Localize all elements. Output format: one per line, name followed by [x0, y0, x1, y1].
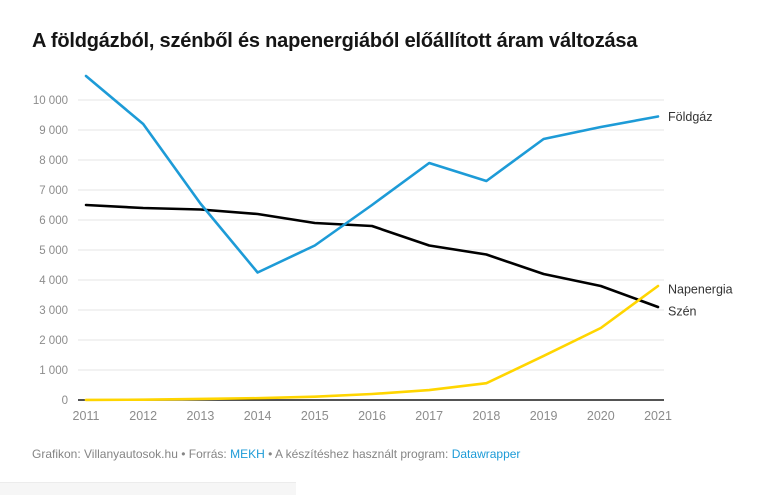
x-axis-tick-label: 2018 — [472, 409, 500, 423]
series-label-foldgaz: Földgáz — [668, 110, 712, 124]
x-axis-tick-label: 2020 — [587, 409, 615, 423]
footer-credit-text: Grafikon: Villanyautosok.hu • Forrás: — [32, 447, 231, 461]
y-axis-tick-label: 1 000 — [39, 365, 68, 377]
y-axis-tick-label: 9 000 — [39, 125, 68, 137]
attribution-footer: Grafikon: Villanyautosok.hu • Forrás: ME… — [32, 447, 756, 461]
tool-link[interactable]: Datawrapper — [451, 447, 521, 461]
y-axis-tick-label: 2 000 — [39, 335, 68, 347]
series-line-napenergia — [84, 284, 660, 402]
x-axis-tick-label: 2013 — [186, 409, 214, 423]
x-axis-tick-label: 2012 — [129, 409, 157, 423]
y-axis-tick-label: 5 000 — [39, 245, 68, 257]
x-axis-tick-label: 2017 — [415, 409, 443, 423]
y-axis-tick-label: 7 000 — [39, 185, 68, 197]
y-axis-tick-label: 3 000 — [39, 305, 68, 317]
y-axis-tick-label: 4 000 — [39, 275, 68, 287]
x-axis-tick-label: 2011 — [73, 409, 100, 423]
series-label-napenergia: Napenergia — [668, 282, 733, 296]
y-axis-tick-label: 8 000 — [39, 155, 68, 167]
series-line-szen — [84, 203, 660, 309]
x-axis-tick-label: 2015 — [301, 409, 329, 423]
y-axis-tick-label: 6 000 — [39, 215, 68, 227]
page-title: A földgázból, szénből és napenergiából e… — [32, 30, 638, 52]
scrollbar-artifact — [0, 482, 296, 495]
footer-middle-text: • A készítéshez használt program: — [264, 447, 452, 461]
x-axis-tick-label: 2016 — [358, 409, 386, 423]
series-line-foldgaz — [84, 74, 660, 274]
y-axis-tick-label: 0 — [62, 395, 68, 407]
source-link[interactable]: MEKH — [230, 447, 265, 461]
series-label-szen: Szén — [668, 304, 697, 318]
x-axis-tick-label: 2021 — [644, 409, 672, 423]
y-axis-tick-label: 10 000 — [33, 95, 68, 107]
x-axis-tick-label: 2019 — [530, 409, 558, 423]
x-axis-tick-label: 2014 — [244, 409, 272, 423]
